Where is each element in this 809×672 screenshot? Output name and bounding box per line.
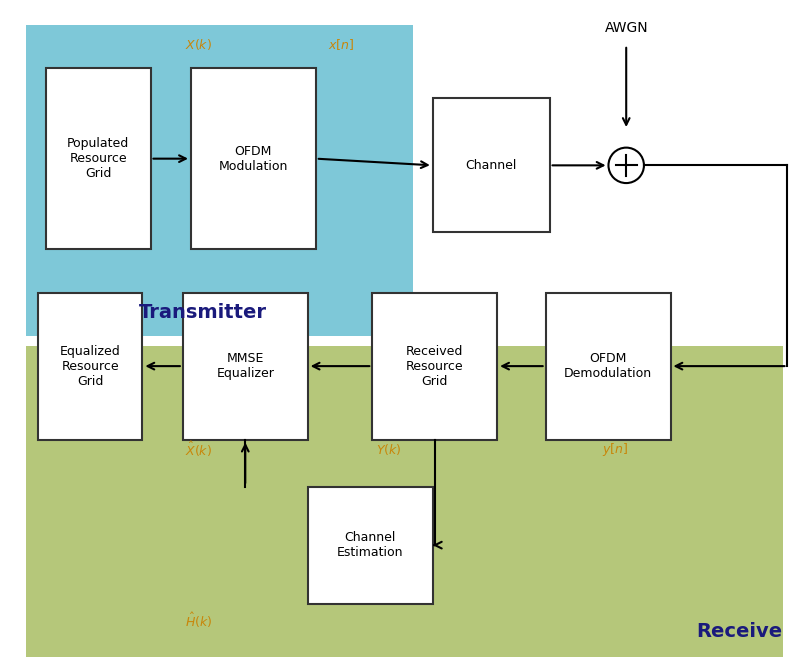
Text: Transmitter: Transmitter xyxy=(139,303,267,322)
FancyBboxPatch shape xyxy=(307,487,433,603)
Text: OFDM
Modulation: OFDM Modulation xyxy=(218,144,288,173)
FancyBboxPatch shape xyxy=(38,292,142,439)
Text: $x[n]$: $x[n]$ xyxy=(328,38,354,52)
Text: OFDM
Demodulation: OFDM Demodulation xyxy=(564,352,652,380)
Text: $\hat{X}(k)$: $\hat{X}(k)$ xyxy=(185,440,212,459)
FancyBboxPatch shape xyxy=(433,98,549,233)
Text: $X(k)$: $X(k)$ xyxy=(185,38,212,52)
Text: $\hat{H}(k)$: $\hat{H}(k)$ xyxy=(185,611,213,630)
FancyBboxPatch shape xyxy=(191,69,316,249)
Text: AWGN: AWGN xyxy=(604,21,648,35)
FancyBboxPatch shape xyxy=(46,69,150,249)
Text: Channel: Channel xyxy=(465,159,517,172)
FancyBboxPatch shape xyxy=(545,292,671,439)
FancyBboxPatch shape xyxy=(26,25,413,336)
Text: Receive: Receive xyxy=(696,622,782,641)
Text: MMSE
Equalizer: MMSE Equalizer xyxy=(216,352,274,380)
Text: $Y(k)$: $Y(k)$ xyxy=(376,442,402,457)
Text: Received
Resource
Grid: Received Resource Grid xyxy=(406,345,464,388)
FancyBboxPatch shape xyxy=(372,292,498,439)
Text: Populated
Resource
Grid: Populated Resource Grid xyxy=(67,137,129,180)
Text: Channel
Estimation: Channel Estimation xyxy=(337,531,404,559)
Text: $y[n]$: $y[n]$ xyxy=(602,442,629,458)
Text: Equalized
Resource
Grid: Equalized Resource Grid xyxy=(60,345,121,388)
FancyBboxPatch shape xyxy=(26,346,783,657)
FancyBboxPatch shape xyxy=(183,292,307,439)
